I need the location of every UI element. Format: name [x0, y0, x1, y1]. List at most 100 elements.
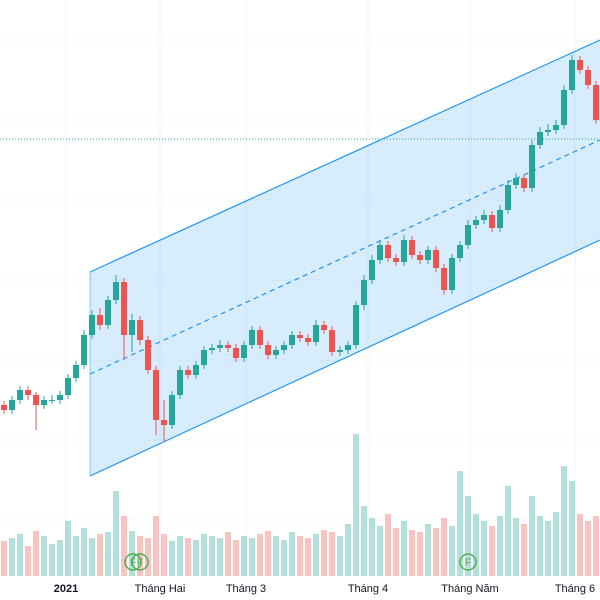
- volume-bar: [161, 534, 167, 576]
- candle-body: [441, 268, 447, 290]
- candle-body: [137, 320, 143, 340]
- volume-bar: [593, 516, 599, 576]
- candle-body: [449, 258, 455, 290]
- candle-body: [161, 420, 167, 425]
- candle-body: [97, 315, 103, 325]
- volume-bar: [457, 471, 463, 576]
- volume-bar: [25, 546, 31, 576]
- volume-bar: [505, 486, 511, 576]
- candle-body: [577, 60, 583, 70]
- volume-bar: [425, 524, 431, 576]
- volume-bar: [553, 512, 559, 576]
- volume-bar: [561, 466, 567, 576]
- x-tick-label: Tháng 3: [226, 583, 266, 595]
- candle-body: [385, 245, 391, 258]
- event-marker-label: F: [130, 558, 136, 569]
- x-tick-label: Tháng Hai: [135, 583, 186, 595]
- candle-body: [153, 370, 159, 420]
- candle-body: [49, 400, 55, 401]
- candle-body: [145, 340, 151, 370]
- candle-body: [473, 220, 479, 225]
- volume-bar: [433, 528, 439, 576]
- volume-bar: [249, 538, 255, 576]
- candle-body: [289, 335, 295, 345]
- volume-bar: [409, 530, 415, 576]
- candle-body: [321, 325, 327, 330]
- candle-body: [313, 325, 319, 342]
- volume-bar: [49, 544, 55, 576]
- volume-bar: [97, 534, 103, 576]
- candle-body: [489, 215, 495, 228]
- candle-body: [273, 350, 279, 355]
- candle-body: [225, 345, 231, 348]
- candle-body: [193, 365, 199, 375]
- candle-body: [105, 300, 111, 325]
- candle-body: [401, 240, 407, 262]
- volume-bar: [281, 540, 287, 576]
- candle-body: [537, 132, 543, 145]
- volume-bar: [193, 540, 199, 576]
- candles: [1, 55, 599, 442]
- grid: [0, 0, 600, 578]
- candle-body: [425, 250, 431, 260]
- volume-bar: [537, 516, 543, 576]
- candle-body: [1, 405, 7, 410]
- volume-bar: [41, 536, 47, 576]
- candle-body: [553, 125, 559, 130]
- candle-body: [129, 320, 135, 335]
- candle-body: [265, 345, 271, 355]
- candle-body: [121, 282, 127, 335]
- volume-layer: [1, 434, 599, 576]
- event-marker-label: F: [465, 558, 471, 569]
- candle-body: [17, 390, 23, 400]
- candle-body: [569, 60, 575, 90]
- candle-body: [409, 240, 415, 255]
- candle-body: [169, 395, 175, 425]
- volume-bar: [289, 532, 295, 576]
- volume-bar: [273, 536, 279, 576]
- x-tick-label: Tháng 6: [555, 583, 595, 595]
- volume-bar: [529, 496, 535, 576]
- volume-bar: [217, 538, 223, 576]
- volume-bar: [337, 536, 343, 576]
- x-tick-label: 2021: [54, 583, 78, 595]
- volume-bar: [241, 536, 247, 576]
- candle-body: [305, 338, 311, 342]
- candle-body: [457, 245, 463, 258]
- candle-body: [177, 370, 183, 395]
- event-marker: [124, 553, 142, 571]
- candle-body: [369, 260, 375, 280]
- candle-body: [209, 348, 215, 350]
- volume-bar: [17, 534, 23, 576]
- candle-body: [241, 345, 247, 358]
- volume-bar: [137, 536, 143, 576]
- candle-body: [585, 70, 591, 85]
- volume-bar: [569, 481, 575, 576]
- candle-body: [73, 365, 79, 378]
- candle-body: [593, 85, 599, 120]
- event-marker-label: F: [137, 558, 143, 569]
- candle-body: [433, 250, 439, 268]
- candle-body: [497, 210, 503, 228]
- candle-body: [481, 215, 487, 220]
- volume-bar: [57, 540, 63, 576]
- candle-body: [353, 305, 359, 345]
- volume-bar: [81, 528, 87, 576]
- volume-bar: [209, 536, 215, 576]
- event-marker: [459, 553, 477, 571]
- candle-body: [249, 330, 255, 345]
- volume-bar: [377, 526, 383, 576]
- volume-bar: [265, 531, 271, 576]
- channel-lower: [89, 239, 600, 477]
- volume-bar: [521, 524, 527, 576]
- event-marker: [131, 553, 149, 571]
- candle-body: [25, 390, 31, 395]
- candle-body: [521, 178, 527, 188]
- x-tick-label: Tháng 4: [348, 583, 388, 595]
- volume-bar: [121, 516, 127, 576]
- volume-bar: [201, 534, 207, 576]
- candle-body: [561, 90, 567, 125]
- candle-body: [529, 145, 535, 188]
- volume-bar: [441, 518, 447, 576]
